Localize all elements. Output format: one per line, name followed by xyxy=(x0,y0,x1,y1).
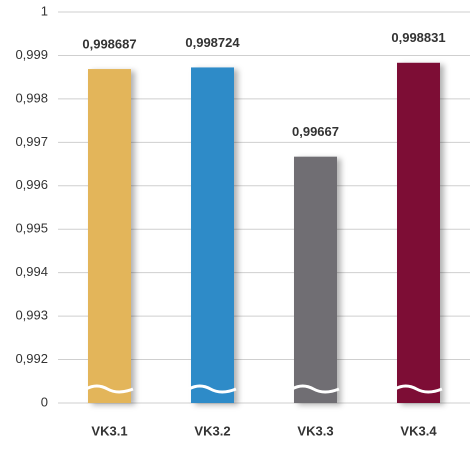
y-tick-label: 0,993 xyxy=(15,308,48,323)
value-label: 0,99667 xyxy=(292,124,339,139)
bar xyxy=(294,156,337,403)
y-tick-label: 0,994 xyxy=(15,264,48,279)
y-tick-label: 0,997 xyxy=(15,134,48,149)
y-tick-label: 1 xyxy=(41,3,48,18)
axis-break xyxy=(188,384,237,394)
value-label: 0,998831 xyxy=(391,30,445,45)
x-tick-label: VK3.3 xyxy=(297,423,333,438)
axis-break xyxy=(85,384,134,394)
bar xyxy=(397,62,440,403)
x-tick-label: VK3.2 xyxy=(194,423,230,438)
y-tick-label: 0,992 xyxy=(15,351,48,366)
bar xyxy=(191,67,234,403)
bar xyxy=(88,69,131,404)
y-tick-label: 0,996 xyxy=(15,177,48,192)
y-tick-label: 0,995 xyxy=(15,221,48,236)
value-label: 0,998687 xyxy=(82,36,136,51)
x-tick-label: VK3.1 xyxy=(91,423,127,438)
axis-break xyxy=(394,384,443,394)
axis-break xyxy=(291,384,340,394)
y-tick-label: 0,998 xyxy=(15,90,48,105)
value-label: 0,998724 xyxy=(185,35,240,50)
y-tick-label: 0 xyxy=(41,394,48,409)
x-tick-label: VK3.4 xyxy=(400,423,437,438)
y-tick-label: 0,999 xyxy=(15,47,48,62)
